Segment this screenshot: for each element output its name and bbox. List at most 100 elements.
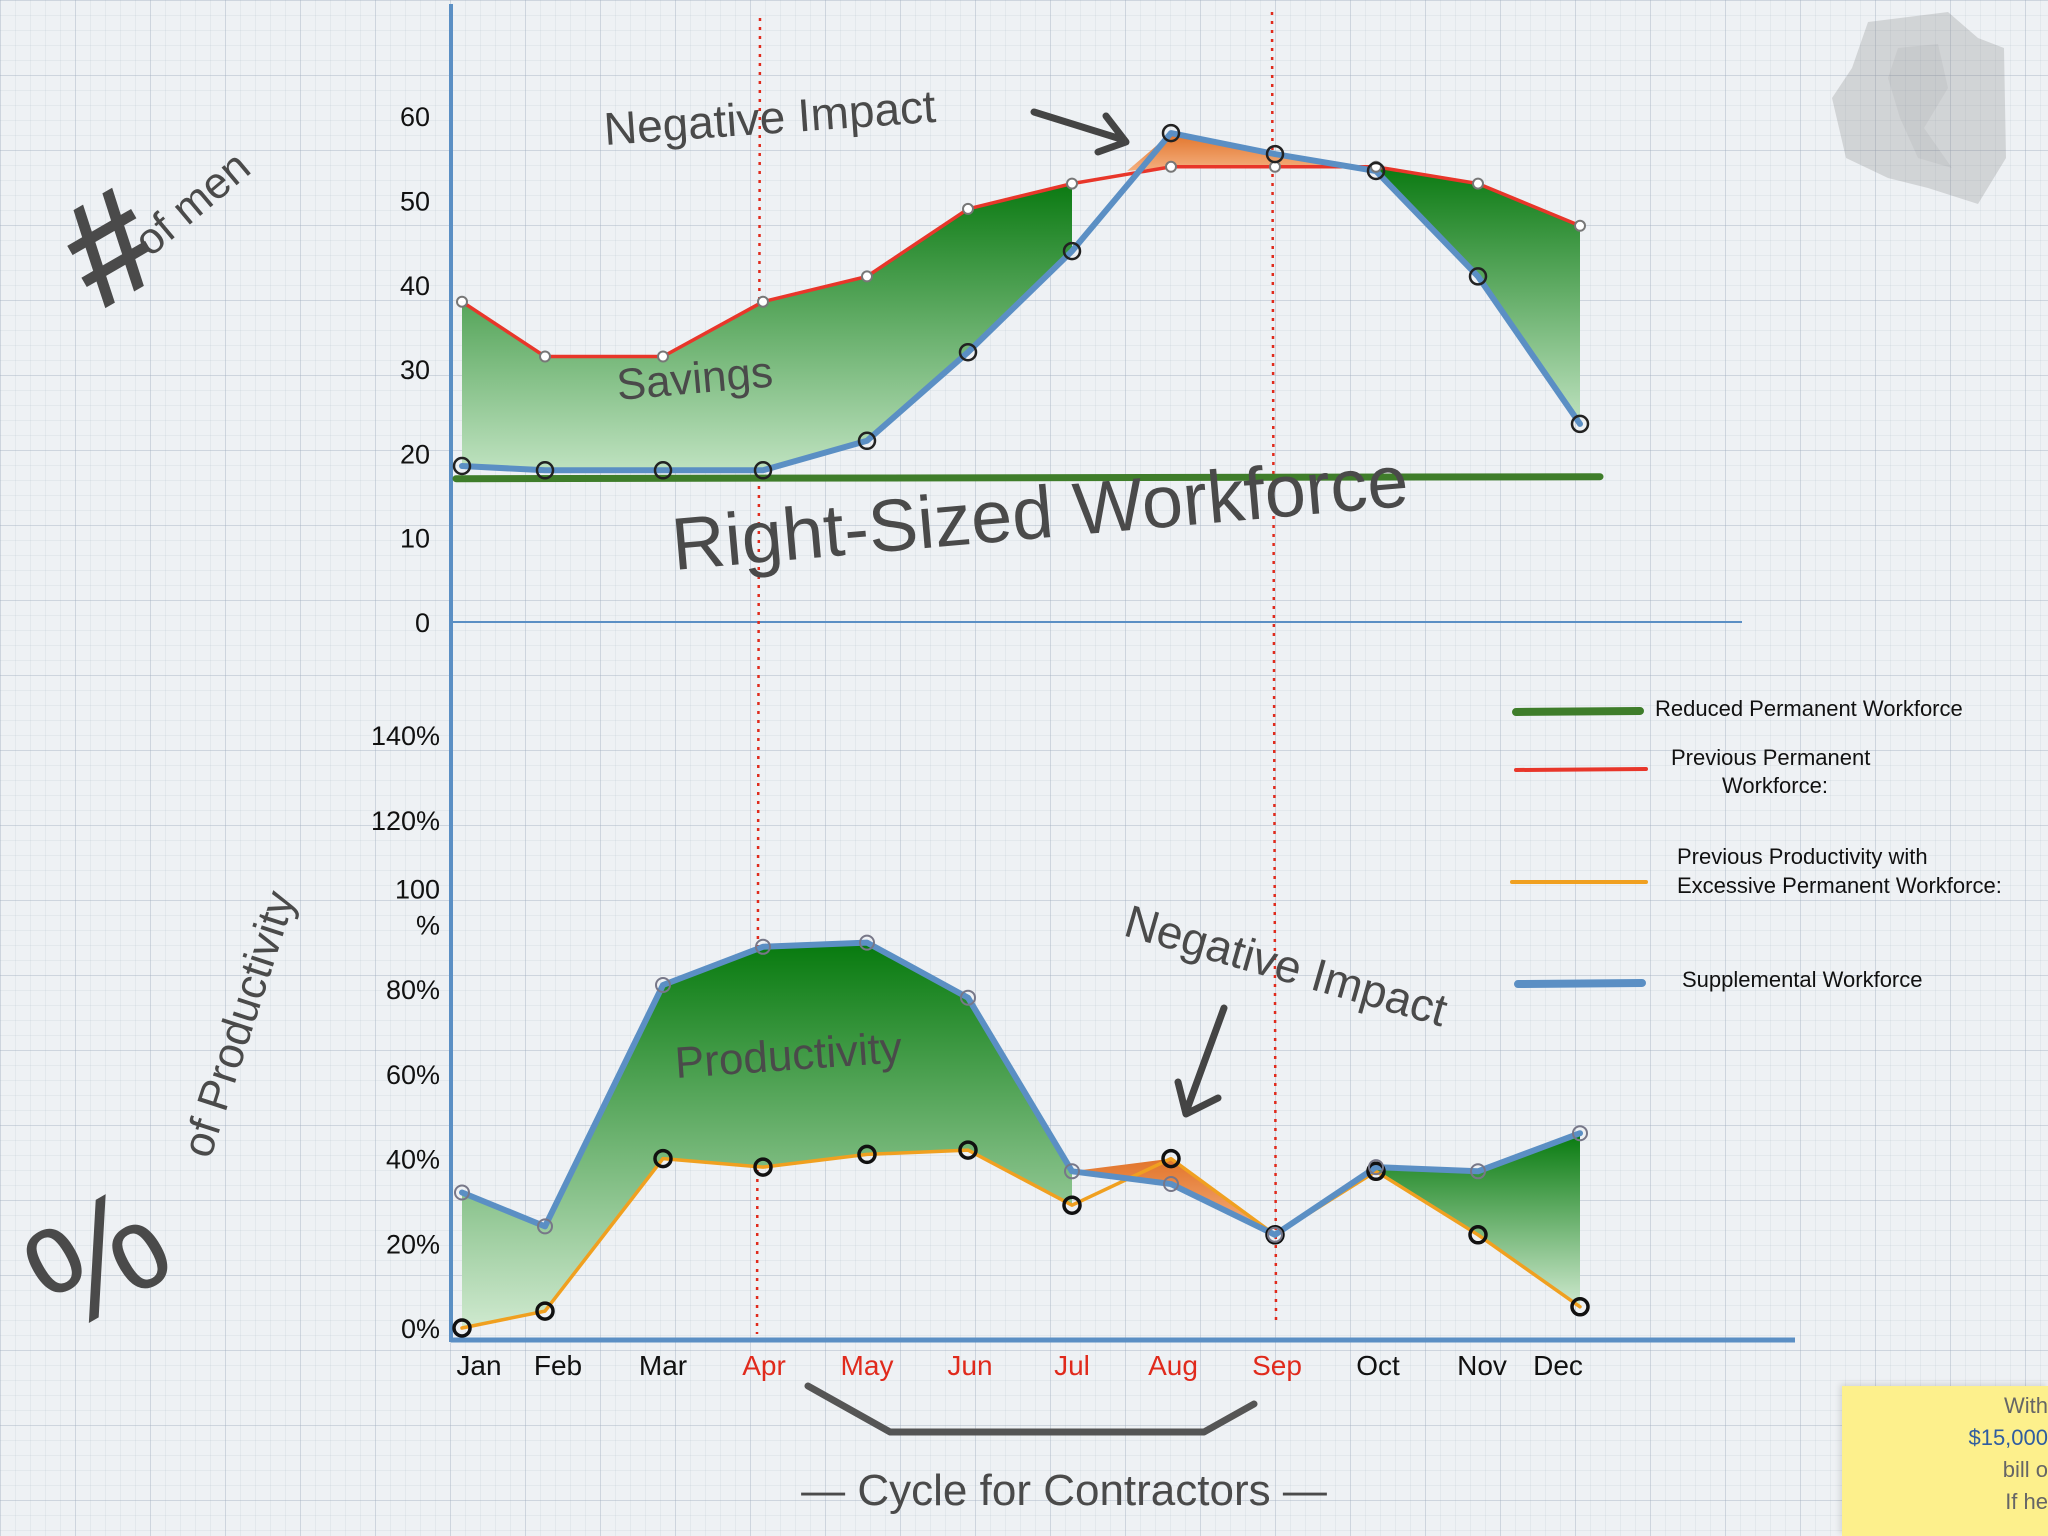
x-tick-label: Sep bbox=[1252, 1350, 1302, 1381]
y-label-percent-symbol: % bbox=[0, 1152, 197, 1364]
data-point bbox=[1572, 1125, 1588, 1142]
data-point bbox=[537, 1218, 553, 1235]
x-tick-label: May bbox=[841, 1350, 894, 1381]
bottom-y-tick-label: 120% bbox=[371, 806, 440, 836]
productivity-area-late bbox=[1376, 1133, 1580, 1307]
data-point bbox=[1468, 1225, 1488, 1245]
data-point bbox=[755, 938, 771, 955]
data-point bbox=[1570, 1297, 1590, 1317]
data-point bbox=[1570, 414, 1590, 434]
x-tick-label: Jul bbox=[1054, 1350, 1090, 1381]
negative-impact-area-bottom bbox=[1072, 1158, 1275, 1235]
data-point bbox=[1064, 1163, 1080, 1180]
top-y-tick-label: 60 bbox=[400, 102, 430, 132]
data-point bbox=[857, 431, 877, 451]
data-point bbox=[452, 456, 472, 476]
cycle-bracket bbox=[804, 1382, 1258, 1436]
legend-label: Previous Productivity with bbox=[1677, 844, 1928, 869]
bottom-y-tick-label: % bbox=[416, 911, 440, 941]
data-point bbox=[1368, 1159, 1384, 1176]
note-line: bill o bbox=[2002, 1457, 2048, 1482]
bottom-y-tick-label: 140% bbox=[371, 721, 440, 751]
legend-label: Previous Permanent bbox=[1671, 745, 1870, 770]
y-label-of-men: of men bbox=[125, 142, 260, 266]
legend-label: Excessive Permanent Workforce: bbox=[1677, 873, 2002, 898]
legend: Reduced Permanent Workforce Previous Per… bbox=[1510, 696, 2002, 992]
bottom-y-tick-label: 80% bbox=[386, 975, 440, 1005]
sticky-note: With $15,000 bill o If he bbox=[1842, 1386, 2048, 1536]
legend-swatch bbox=[1512, 707, 1644, 716]
data-point bbox=[456, 295, 468, 308]
savings-area bbox=[462, 183, 1072, 471]
data-point bbox=[1163, 1176, 1179, 1192]
data-point bbox=[655, 977, 671, 993]
seal-watermark-icon bbox=[1832, 12, 2006, 204]
legend-swatch bbox=[1514, 767, 1648, 772]
bottom-y-tick-label: 0% bbox=[401, 1314, 440, 1344]
data-point bbox=[1062, 241, 1082, 261]
x-tick-label: Jan bbox=[456, 1350, 501, 1381]
data-point bbox=[1267, 1226, 1283, 1243]
bottom-y-tick-label: 40% bbox=[386, 1145, 440, 1175]
legend-item-supplemental: Supplemental Workforce bbox=[1514, 967, 1923, 992]
x-tick-label: Nov bbox=[1457, 1350, 1507, 1381]
note-line: With bbox=[2004, 1393, 2048, 1418]
savings-area-late bbox=[1376, 166, 1580, 424]
data-point bbox=[962, 202, 974, 215]
series-line-reduced-permanent bbox=[452, 473, 1604, 483]
bottom-y-tick-label: 100 bbox=[395, 875, 440, 905]
top-y-tick-label: 20 bbox=[400, 439, 430, 469]
x-tick-label: Aug bbox=[1148, 1350, 1198, 1381]
data-point bbox=[1062, 1195, 1082, 1215]
top-y-tick-label: 50 bbox=[400, 187, 430, 217]
data-point bbox=[1472, 177, 1484, 190]
data-point bbox=[859, 934, 875, 951]
y-label-of-productivity: of Productivity bbox=[173, 885, 305, 1163]
note-line: $15,000 bbox=[1968, 1425, 2048, 1450]
note-line: If he bbox=[2005, 1489, 2048, 1514]
legend-item-reduced-permanent: Reduced Permanent Workforce bbox=[1512, 696, 1963, 721]
series-line-supplemental-bottom bbox=[459, 939, 1583, 1238]
data-point bbox=[657, 350, 669, 363]
data-point bbox=[452, 1318, 472, 1338]
productivity-area bbox=[462, 942, 1072, 1328]
data-point bbox=[1265, 144, 1285, 164]
data-point bbox=[1366, 1161, 1386, 1182]
top-y-tick-label: 10 bbox=[400, 524, 430, 554]
legend-label: Workforce: bbox=[1722, 773, 1828, 798]
bottom-y-tick-label: 20% bbox=[386, 1229, 440, 1259]
x-tick-label: Feb bbox=[534, 1350, 582, 1381]
series-line-supplemental-top bbox=[459, 130, 1583, 474]
cycle-start-line bbox=[755, 17, 762, 1335]
cycle-label: — Cycle for Contractors — bbox=[801, 1466, 1327, 1515]
data-point bbox=[1468, 267, 1488, 286]
data-point bbox=[1574, 219, 1586, 232]
x-tick-label: Oct bbox=[1356, 1350, 1400, 1381]
annotation-negative-impact-bottom: Negative Impact bbox=[1119, 895, 1453, 1037]
bottom-y-tick-label: 60% bbox=[386, 1060, 440, 1090]
x-tick-label: Dec bbox=[1533, 1350, 1583, 1381]
data-point bbox=[861, 270, 873, 283]
legend-swatch bbox=[1514, 979, 1646, 988]
annotation-negative-impact-top: Negative Impact bbox=[602, 80, 937, 155]
cycle-end-line bbox=[1270, 11, 1278, 1321]
data-point bbox=[1161, 1148, 1181, 1169]
x-tick-label: Apr bbox=[742, 1350, 786, 1381]
legend-item-previous-productivity: Previous Productivity with Excessive Per… bbox=[1510, 844, 2002, 898]
data-point bbox=[1165, 160, 1177, 173]
data-point bbox=[857, 1144, 877, 1165]
arrow-negative-impact-bottom bbox=[1174, 1004, 1228, 1118]
data-point bbox=[1366, 161, 1386, 181]
data-point bbox=[539, 350, 551, 363]
top-y-tick-label: 0 bbox=[415, 608, 430, 638]
top-y-tick-label: 30 bbox=[400, 355, 430, 385]
x-tick-label: Mar bbox=[639, 1350, 687, 1381]
legend-label: Supplemental Workforce bbox=[1682, 967, 1923, 992]
x-tick-label: Jun bbox=[947, 1350, 992, 1381]
legend-label: Reduced Permanent Workforce bbox=[1655, 696, 1963, 721]
data-point bbox=[757, 295, 769, 308]
legend-item-previous-permanent: Previous Permanent Workforce: bbox=[1514, 745, 1870, 798]
data-point bbox=[753, 1157, 773, 1177]
data-point bbox=[960, 989, 976, 1006]
